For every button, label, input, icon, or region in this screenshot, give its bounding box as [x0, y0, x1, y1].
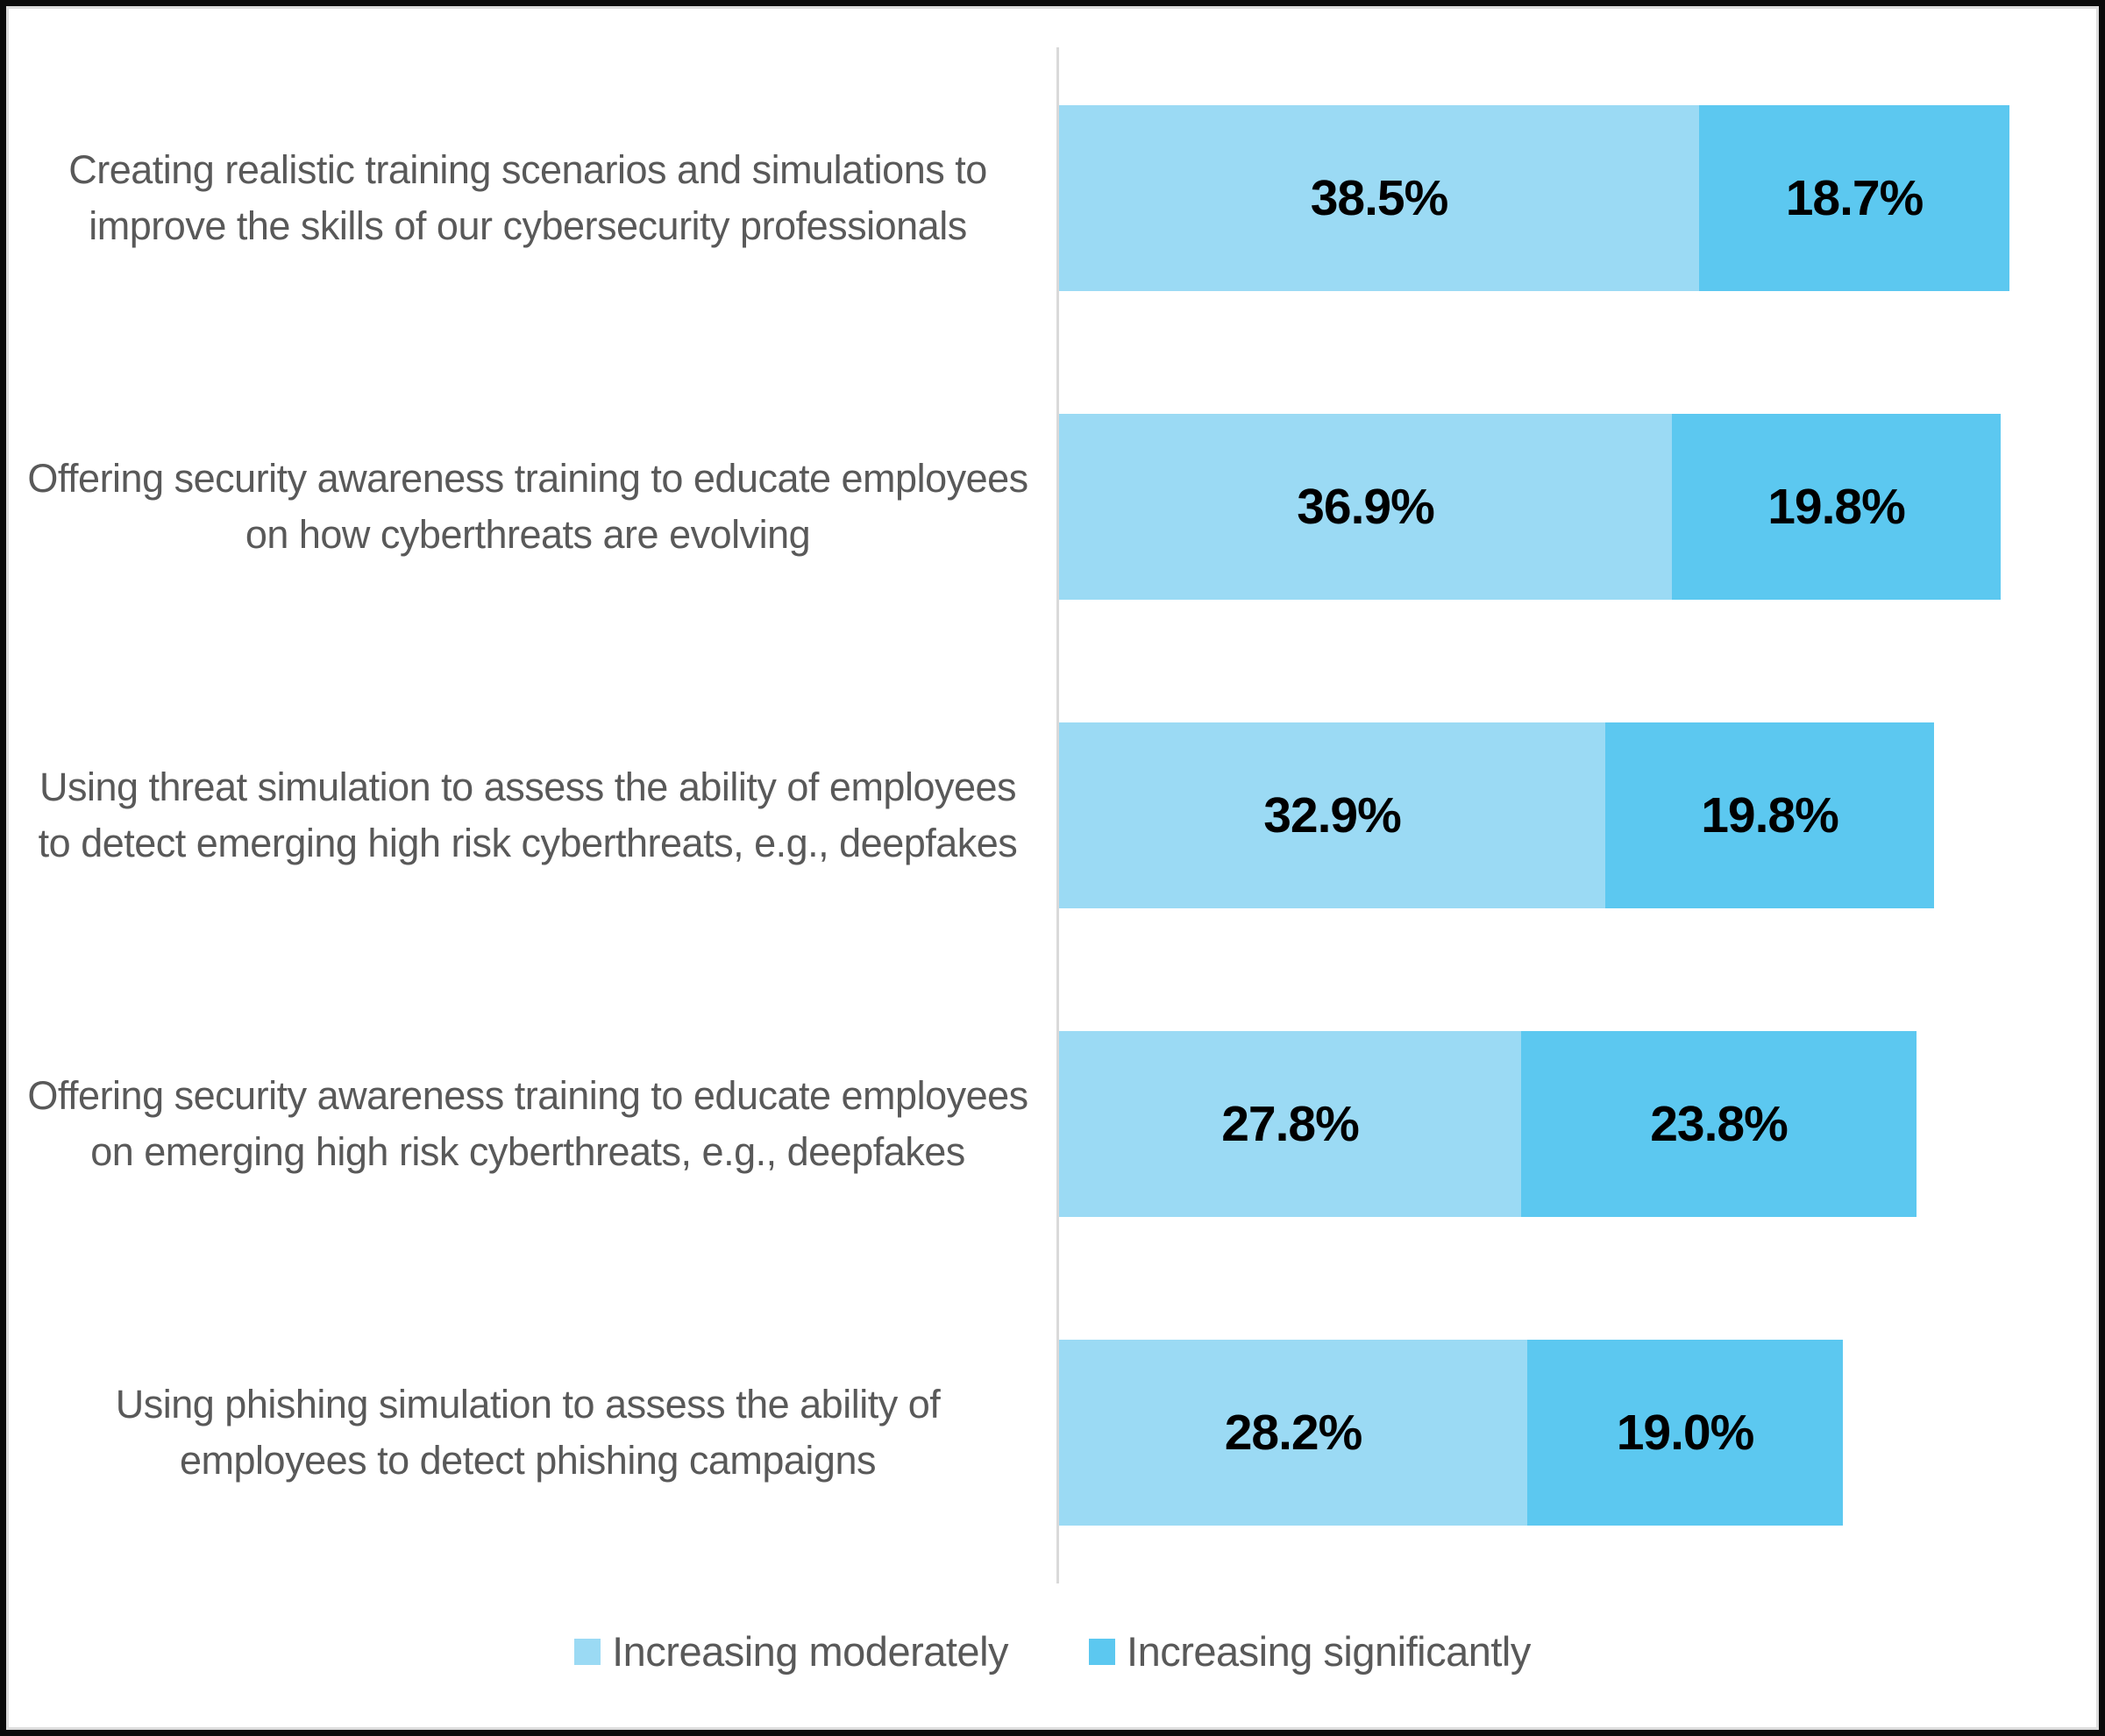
stacked-bar: 36.9% 19.8% [1059, 414, 2001, 600]
value-label: 23.8% [1650, 1096, 1789, 1152]
legend: Increasing moderately Increasing signific… [0, 1627, 2105, 1676]
bar-row: Using threat simulation to assess the ab… [0, 722, 2105, 908]
category-label: Creating realistic training scenarios an… [68, 147, 987, 248]
stacked-bar: 28.2% 19.0% [1059, 1340, 1843, 1526]
bar-row: Offering security awareness training to … [0, 414, 2105, 600]
stacked-bar: 27.8% 23.8% [1059, 1031, 1917, 1217]
segment-increasing-significantly: 23.8% [1521, 1031, 1917, 1217]
stacked-bar: 38.5% 18.7% [1059, 105, 2009, 291]
segment-increasing-significantly: 18.7% [1699, 105, 2009, 291]
segment-increasing-moderately: 36.9% [1059, 414, 1672, 600]
segment-increasing-significantly: 19.8% [1605, 722, 1934, 908]
value-label: 18.7% [1785, 170, 1924, 226]
category-axis-line [1056, 47, 1059, 1583]
value-label: 19.0% [1616, 1405, 1755, 1461]
segment-increasing-significantly: 19.8% [1672, 414, 2001, 600]
bar-row: Using phishing simulation to assess the … [0, 1340, 2105, 1526]
category-label: Using phishing simulation to assess the … [115, 1382, 941, 1483]
value-label: 28.2% [1224, 1405, 1363, 1461]
value-label: 38.5% [1310, 170, 1449, 226]
bar-row: Creating realistic training scenarios an… [0, 105, 2105, 291]
legend-swatch-icon [1089, 1638, 1116, 1665]
segment-increasing-moderately: 27.8% [1059, 1031, 1521, 1217]
bar-row: Offering security awareness training to … [0, 1031, 2105, 1217]
stacked-bar: 32.9% 19.8% [1059, 722, 1934, 908]
segment-increasing-moderately: 38.5% [1059, 105, 1699, 291]
legend-label: Increasing moderately [612, 1628, 1009, 1675]
value-label: 27.8% [1221, 1096, 1360, 1152]
value-label: 36.9% [1297, 479, 1435, 535]
segment-increasing-moderately: 32.9% [1059, 722, 1605, 908]
category-label: Using threat simulation to assess the ab… [38, 765, 1018, 865]
legend-item-increasing-significantly: Increasing significantly [1089, 1627, 1531, 1676]
value-label: 19.8% [1701, 787, 1839, 843]
segment-increasing-significantly: 19.0% [1527, 1340, 1843, 1526]
legend-label: Increasing significantly [1127, 1628, 1531, 1675]
category-label: Offering security awareness training to … [27, 1073, 1028, 1174]
value-label: 19.8% [1767, 479, 1906, 535]
legend-swatch-icon [574, 1638, 601, 1665]
legend-item-increasing-moderately: Increasing moderately [574, 1627, 1009, 1676]
category-label: Offering security awareness training to … [27, 456, 1028, 557]
segment-increasing-moderately: 28.2% [1059, 1340, 1527, 1526]
value-label: 32.9% [1263, 787, 1402, 843]
